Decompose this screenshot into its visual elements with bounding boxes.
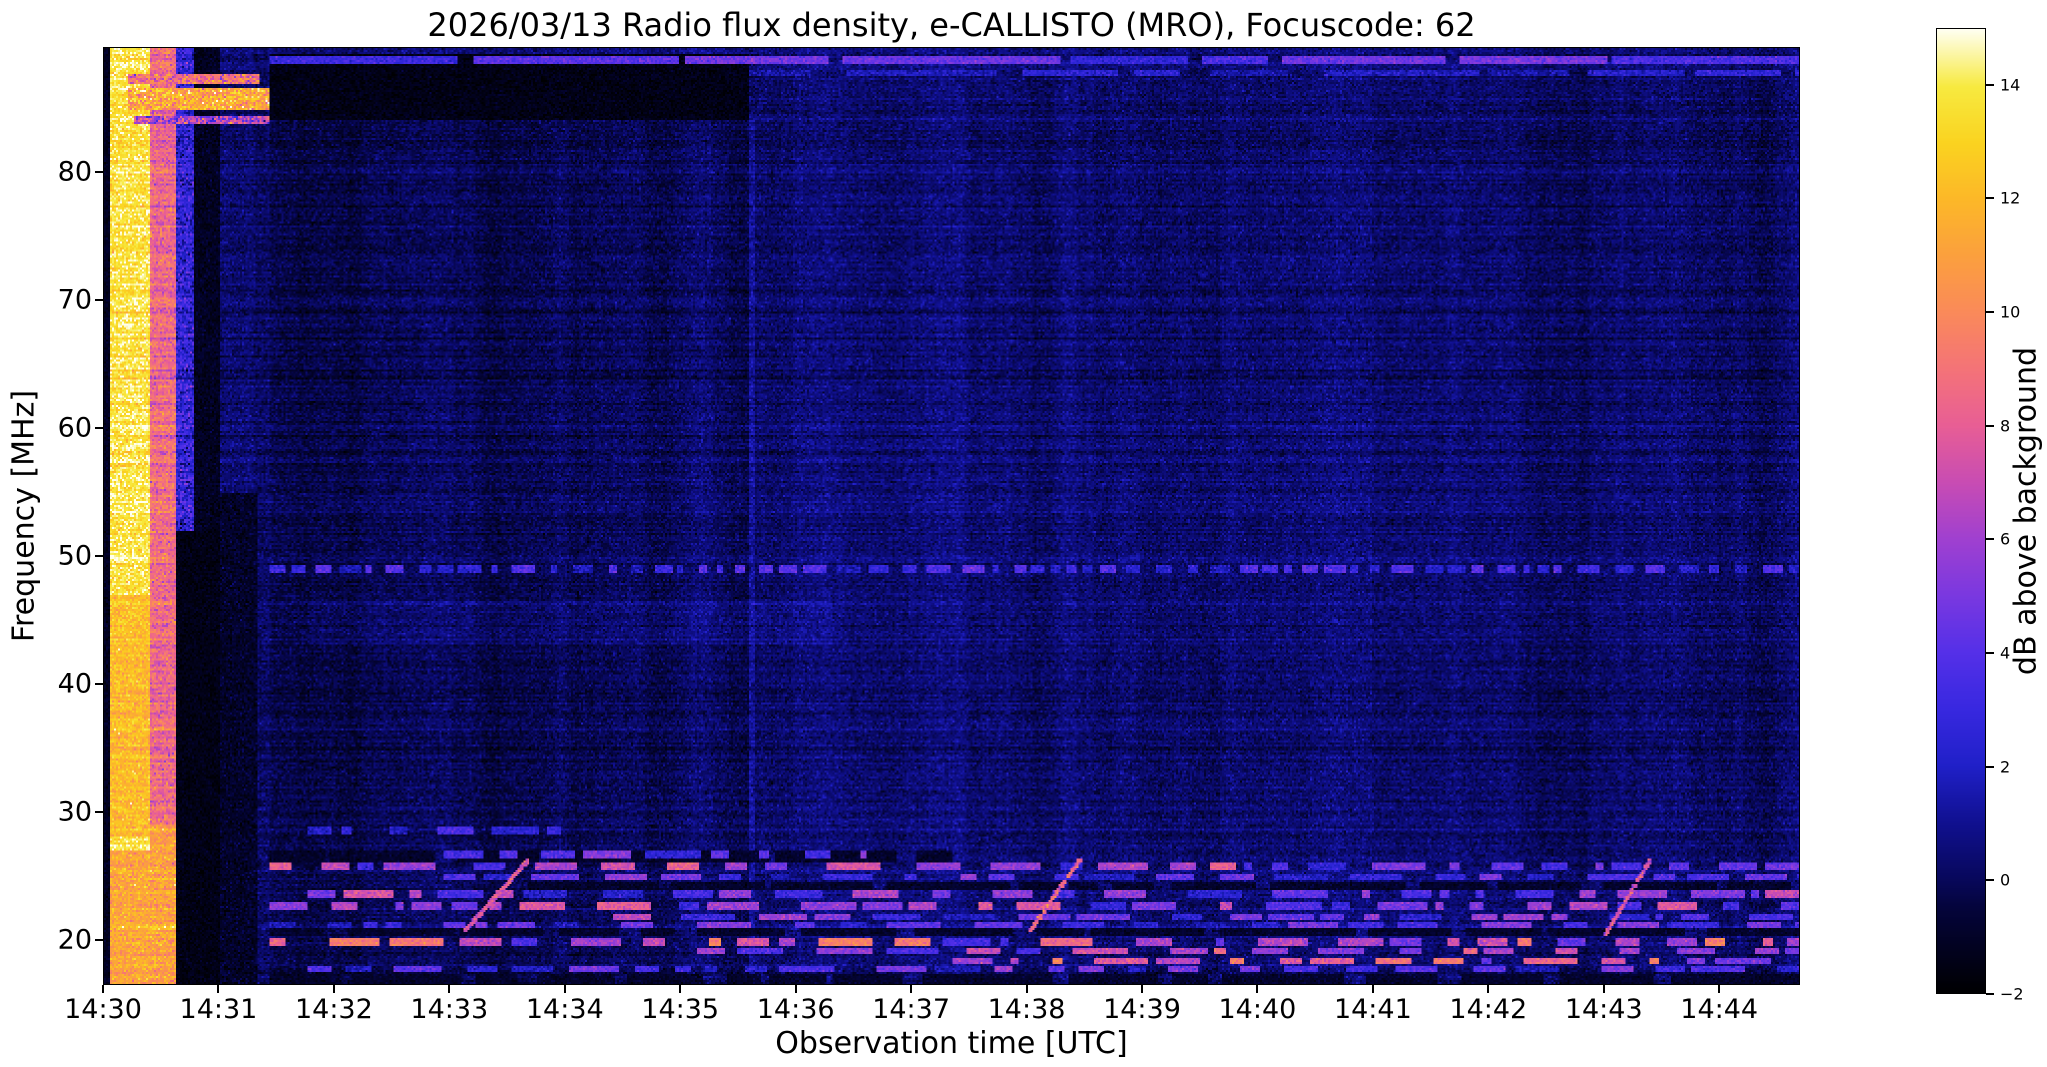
y-tick-mark bbox=[95, 555, 103, 558]
spectrogram-plot-area bbox=[103, 47, 1800, 985]
y-tick-label: 70 bbox=[57, 284, 92, 316]
colorbar-tick-mark bbox=[1986, 311, 1994, 314]
colorbar-gradient bbox=[1937, 29, 1985, 993]
x-tick-mark bbox=[1256, 985, 1259, 993]
x-tick-mark bbox=[1487, 985, 1490, 993]
y-tick-mark bbox=[95, 811, 103, 814]
x-tick-mark bbox=[448, 985, 451, 993]
y-tick-mark bbox=[95, 299, 103, 302]
colorbar bbox=[1936, 28, 1986, 994]
x-axis-label: Observation time [UTC] bbox=[775, 1026, 1128, 1061]
y-tick-label: 50 bbox=[57, 540, 92, 572]
x-tick-label: 14:37 bbox=[872, 994, 950, 1025]
spectrogram-canvas bbox=[104, 48, 1799, 984]
x-tick-mark bbox=[563, 985, 566, 993]
colorbar-tick-label: 8 bbox=[2000, 416, 2011, 436]
y-tick-label: 60 bbox=[57, 412, 92, 444]
x-tick-label: 14:41 bbox=[1333, 994, 1412, 1025]
chart-title: 2026/03/13 Radio flux density, e-CALLIST… bbox=[427, 6, 1476, 44]
colorbar-tick-label: 10 bbox=[2000, 302, 2021, 322]
colorbar-label: dB above background bbox=[2008, 346, 2044, 676]
x-tick-mark bbox=[679, 985, 682, 993]
y-tick-label: 30 bbox=[57, 796, 92, 828]
y-tick-mark bbox=[95, 683, 103, 686]
y-tick-label: 80 bbox=[57, 156, 92, 188]
colorbar-tick-mark bbox=[1986, 538, 1994, 541]
x-tick-label: 14:34 bbox=[525, 994, 604, 1025]
x-tick-label: 14:38 bbox=[987, 994, 1066, 1025]
x-tick-mark bbox=[794, 985, 797, 993]
colorbar-tick-mark bbox=[1986, 424, 1994, 427]
y-tick-mark bbox=[95, 427, 103, 430]
colorbar-tick-mark bbox=[1986, 879, 1994, 882]
colorbar-tick-label: −2 bbox=[2000, 984, 2024, 1004]
x-tick-label: 14:44 bbox=[1680, 994, 1759, 1025]
y-tick-mark bbox=[95, 939, 103, 942]
colorbar-tick-label: 12 bbox=[2000, 188, 2021, 208]
x-tick-mark bbox=[910, 985, 913, 993]
colorbar-tick-mark bbox=[1986, 652, 1994, 655]
x-tick-mark bbox=[332, 985, 335, 993]
x-tick-label: 14:32 bbox=[294, 994, 373, 1025]
y-tick-label: 20 bbox=[57, 924, 92, 956]
x-tick-mark bbox=[102, 985, 104, 993]
colorbar-tick-label: 0 bbox=[2000, 870, 2011, 890]
x-tick-mark bbox=[1718, 985, 1721, 993]
colorbar-tick-label: 4 bbox=[2000, 643, 2011, 663]
x-tick-mark bbox=[1025, 985, 1028, 993]
x-tick-label: 14:30 bbox=[64, 994, 142, 1025]
x-tick-label: 14:31 bbox=[179, 994, 258, 1025]
x-tick-label: 14:35 bbox=[641, 994, 720, 1025]
x-tick-mark bbox=[1140, 985, 1143, 993]
x-tick-mark bbox=[1602, 985, 1605, 993]
x-tick-label: 14:40 bbox=[1218, 994, 1297, 1025]
x-tick-mark bbox=[1371, 985, 1374, 993]
colorbar-tick-mark bbox=[1986, 993, 1994, 995]
colorbar-tick-mark bbox=[1986, 197, 1994, 200]
colorbar-tick-mark bbox=[1986, 83, 1994, 86]
x-tick-label: 14:43 bbox=[1564, 994, 1643, 1025]
y-tick-label: 40 bbox=[57, 668, 92, 700]
x-tick-label: 14:33 bbox=[410, 994, 489, 1025]
colorbar-tick-label: 2 bbox=[2000, 757, 2011, 777]
colorbar-tick-label: 14 bbox=[2000, 75, 2021, 95]
y-tick-mark bbox=[95, 171, 103, 174]
x-tick-label: 14:42 bbox=[1449, 994, 1528, 1025]
x-tick-mark bbox=[217, 985, 220, 993]
colorbar-tick-label: 6 bbox=[2000, 529, 2011, 549]
x-tick-label: 14:36 bbox=[756, 994, 835, 1025]
x-tick-label: 14:39 bbox=[1103, 994, 1181, 1025]
colorbar-tick-mark bbox=[1986, 765, 1994, 768]
